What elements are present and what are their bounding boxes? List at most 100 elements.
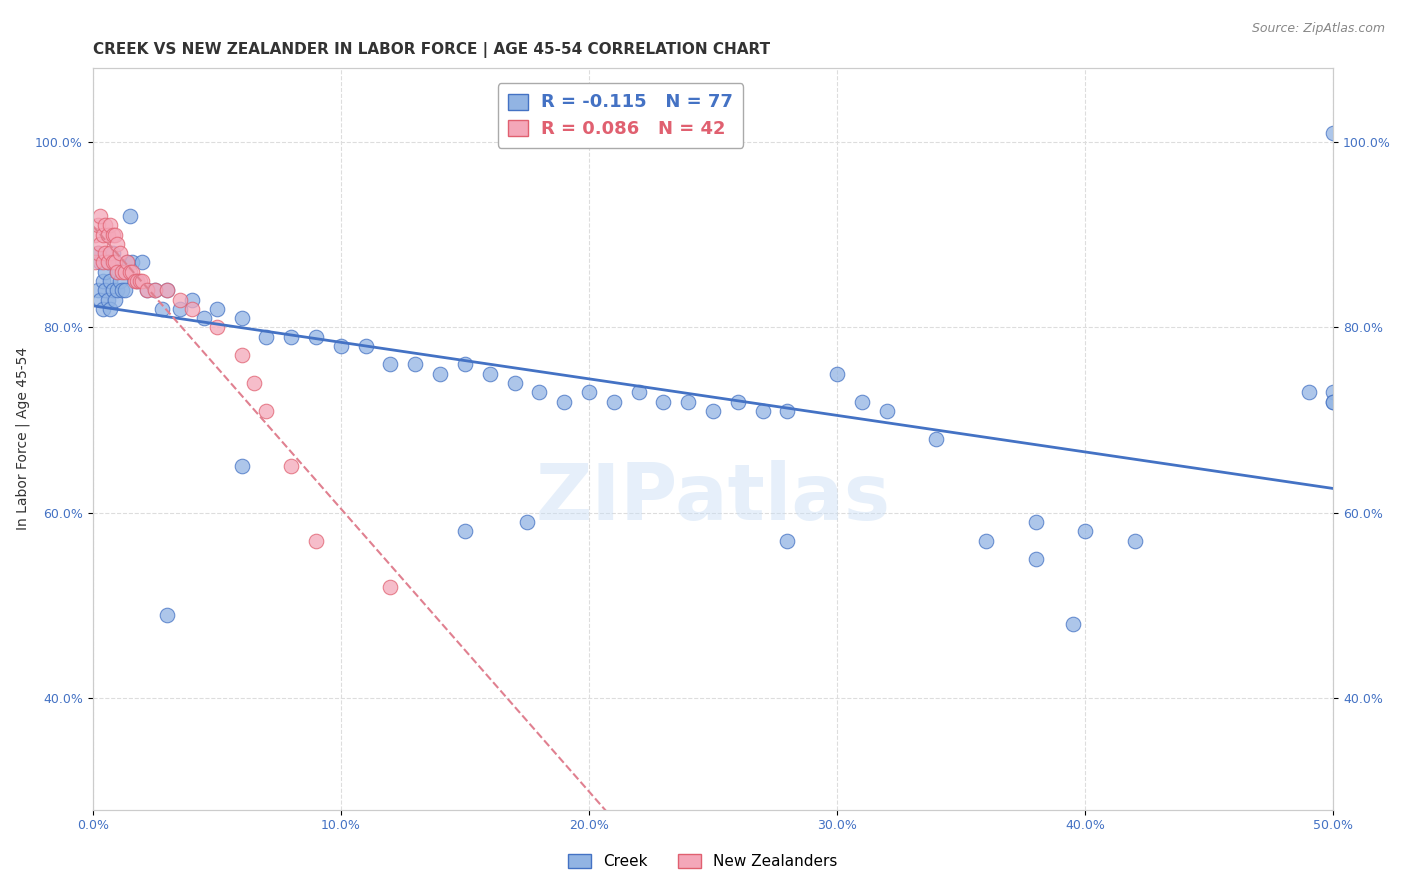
Point — [96, 255, 118, 269]
Point — [627, 385, 650, 400]
Point — [1025, 515, 1047, 529]
Point — [143, 283, 166, 297]
Point — [254, 329, 277, 343]
Point — [380, 580, 402, 594]
Point — [1298, 385, 1320, 400]
Point — [117, 255, 139, 269]
Point — [529, 385, 551, 400]
Point — [136, 283, 159, 297]
Point — [96, 293, 118, 307]
Point — [104, 227, 127, 242]
Point — [91, 227, 114, 242]
Point — [380, 358, 402, 372]
Point — [128, 274, 150, 288]
Point — [104, 255, 127, 269]
Point — [150, 301, 173, 316]
Point — [108, 274, 131, 288]
Point — [825, 367, 848, 381]
Point — [101, 227, 124, 242]
Point — [107, 265, 129, 279]
Point — [89, 255, 111, 269]
Point — [676, 394, 699, 409]
Point — [94, 265, 117, 279]
Point — [118, 209, 141, 223]
Point — [429, 367, 451, 381]
Point — [205, 301, 228, 316]
Point — [1322, 394, 1344, 409]
Point — [111, 265, 134, 279]
Point — [89, 293, 111, 307]
Point — [107, 236, 129, 251]
Point — [329, 339, 352, 353]
Point — [1123, 533, 1146, 548]
Point — [305, 533, 328, 548]
Point — [652, 394, 675, 409]
Point — [1322, 394, 1344, 409]
Point — [156, 283, 179, 297]
Point — [127, 274, 149, 288]
Point — [243, 376, 266, 390]
Point — [1025, 552, 1047, 566]
Point — [143, 283, 166, 297]
Point — [876, 404, 898, 418]
Text: ZIPatlas: ZIPatlas — [536, 460, 890, 536]
Point — [121, 255, 143, 269]
Point — [516, 515, 538, 529]
Point — [84, 227, 107, 242]
Point — [454, 358, 477, 372]
Point — [231, 348, 253, 362]
Point — [851, 394, 873, 409]
Point — [156, 283, 179, 297]
Point — [305, 329, 328, 343]
Point — [91, 274, 114, 288]
Point — [231, 311, 253, 326]
Point — [89, 209, 111, 223]
Point — [180, 293, 202, 307]
Point — [136, 283, 159, 297]
Point — [280, 329, 302, 343]
Point — [114, 283, 136, 297]
Point — [180, 301, 202, 316]
Point — [94, 283, 117, 297]
Point — [89, 236, 111, 251]
Point — [101, 246, 124, 260]
Point — [96, 227, 118, 242]
Text: CREEK VS NEW ZEALANDER IN LABOR FORCE | AGE 45-54 CORRELATION CHART: CREEK VS NEW ZEALANDER IN LABOR FORCE | … — [93, 42, 769, 58]
Point — [94, 219, 117, 233]
Y-axis label: In Labor Force | Age 45-54: In Labor Force | Age 45-54 — [15, 347, 30, 530]
Point — [107, 265, 129, 279]
Point — [193, 311, 215, 326]
Point — [86, 246, 108, 260]
Point — [101, 255, 124, 269]
Point — [107, 283, 129, 297]
Point — [776, 404, 799, 418]
Point — [94, 246, 117, 260]
Point — [553, 394, 575, 409]
Point — [114, 265, 136, 279]
Legend: R = -0.115   N = 77, R = 0.086   N = 42: R = -0.115 N = 77, R = 0.086 N = 42 — [498, 84, 744, 148]
Point — [121, 265, 143, 279]
Point — [96, 255, 118, 269]
Point — [111, 283, 134, 297]
Legend: Creek, New Zealanders: Creek, New Zealanders — [562, 847, 844, 875]
Point — [98, 219, 121, 233]
Point — [98, 274, 121, 288]
Point — [98, 246, 121, 260]
Point — [751, 404, 773, 418]
Point — [127, 274, 149, 288]
Point — [108, 246, 131, 260]
Point — [974, 533, 997, 548]
Point — [776, 533, 799, 548]
Point — [404, 358, 426, 372]
Point — [205, 320, 228, 334]
Point — [86, 219, 108, 233]
Point — [169, 301, 191, 316]
Point — [231, 459, 253, 474]
Point — [104, 255, 127, 269]
Point — [169, 293, 191, 307]
Point — [131, 274, 153, 288]
Point — [1322, 126, 1344, 140]
Point — [124, 274, 146, 288]
Point — [118, 265, 141, 279]
Point — [354, 339, 377, 353]
